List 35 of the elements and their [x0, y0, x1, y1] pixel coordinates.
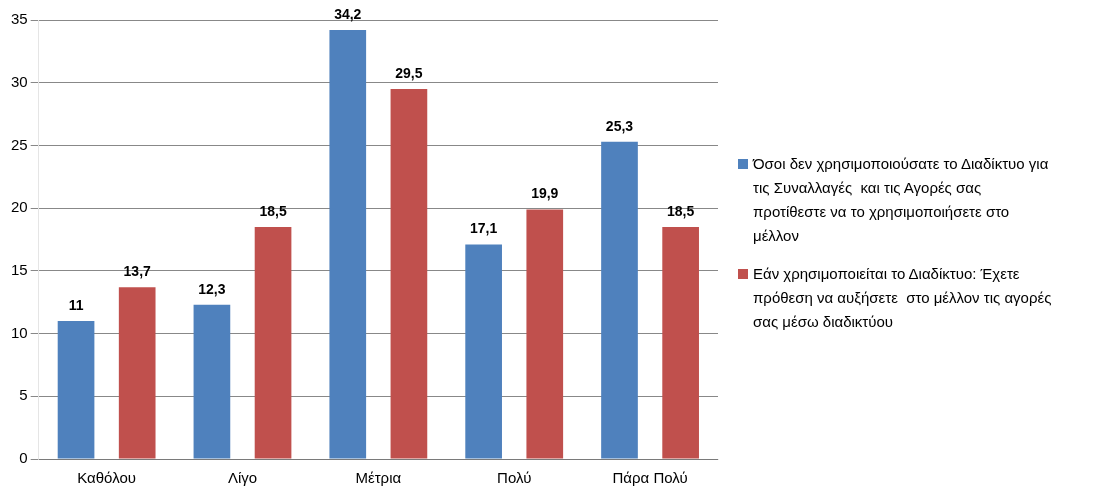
legend-label: Εάν χρησιμοποιείται το Διαδίκτυο: Έχετε πρόθεση να αυξήσετε στο μέλλον τις αγορές σας μέσω διαδικτύου [753, 263, 1053, 332]
y-tick-label: 5 [19, 386, 28, 404]
bar [57, 321, 95, 459]
data-label: 11 [68, 296, 84, 313]
y-tick-label: 10 [11, 323, 28, 341]
y-tick-label: 25 [11, 135, 28, 153]
bar [254, 226, 292, 459]
bar [526, 209, 564, 459]
y-tick-label: 30 [11, 72, 28, 90]
data-label: 18,5 [259, 202, 287, 219]
data-label: 29,5 [395, 64, 423, 81]
data-label: 25,3 [605, 117, 634, 134]
y-tick-label: 15 [11, 261, 28, 278]
data-label: 34,2 [334, 5, 362, 22]
data-label: 17,1 [470, 220, 498, 237]
bar [662, 226, 699, 459]
bar [601, 141, 638, 459]
data-label: 13,7 [123, 263, 152, 280]
bar [465, 244, 502, 459]
legend-label: Όσοι δεν χρησιμοποιούσατε το Διαδίκτυο για τις Συναλλαγές και τις Αγορές σας προτίθεστε να το χρησιμοποιήσετε στο μέλλον [753, 153, 1050, 246]
x-tick-label: Πολύ [497, 469, 532, 487]
data-label: 18,5 [667, 202, 695, 219]
bar [390, 88, 428, 459]
y-tick-label: 0 [19, 449, 28, 467]
x-tick-label: Πάρα Πολύ [612, 469, 688, 487]
y-tick-label: 35 [11, 10, 28, 28]
bar [193, 304, 231, 459]
bar [118, 287, 156, 459]
data-label: 12,3 [198, 280, 226, 297]
x-tick-label: Καθόλου [77, 469, 136, 487]
data-label: 19,9 [531, 185, 559, 202]
x-tick-label: Λίγο [227, 469, 258, 487]
bar [329, 30, 367, 459]
x-tick-label: Μέτρια [355, 469, 402, 487]
y-tick-label: 20 [11, 198, 28, 216]
